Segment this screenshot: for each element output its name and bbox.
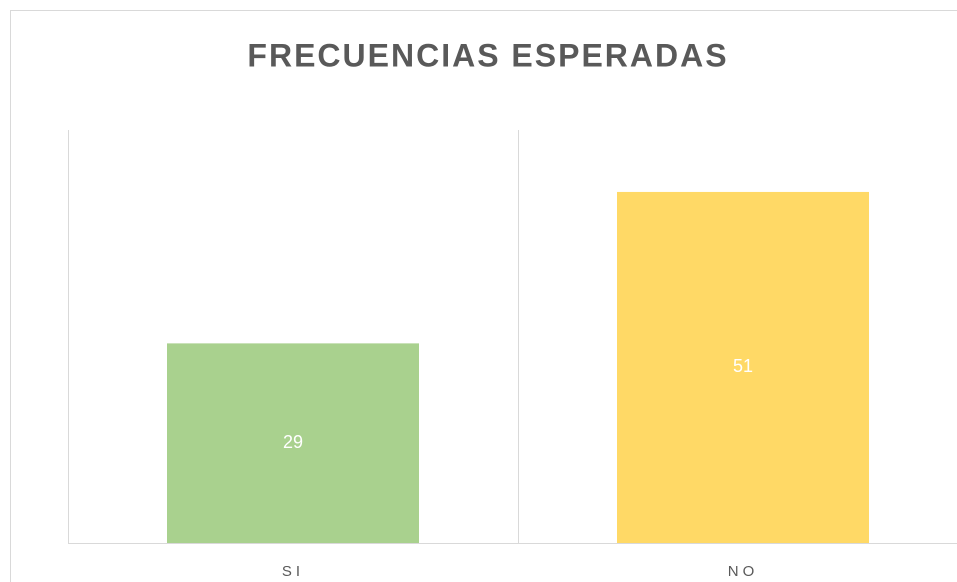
x-tick-label: NO xyxy=(728,563,759,580)
x-tick-label: SI xyxy=(282,563,304,580)
data-label: 29 xyxy=(283,432,303,452)
bar xyxy=(167,343,419,543)
chart-title: FRECUENCIAS ESPERADAS xyxy=(247,37,728,73)
bar xyxy=(617,191,869,543)
data-label: 51 xyxy=(733,356,753,376)
